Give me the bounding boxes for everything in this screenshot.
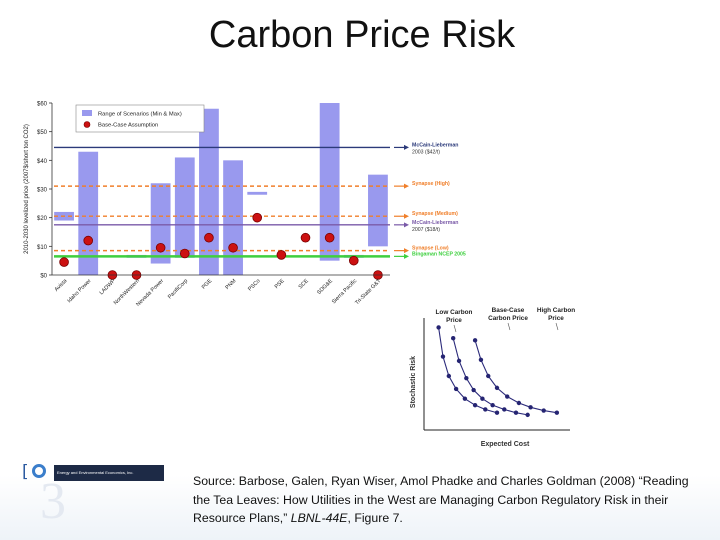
curve-point bbox=[472, 402, 478, 408]
curve-line bbox=[438, 327, 498, 414]
curve-annotation: Low Carbon Price bbox=[436, 309, 473, 324]
logo-bracket: [ bbox=[22, 462, 29, 482]
curve-point bbox=[494, 385, 500, 391]
legend-swatch-base-case bbox=[83, 121, 91, 128]
base-case-point bbox=[300, 232, 311, 243]
curve-point bbox=[483, 407, 488, 412]
curve-point bbox=[505, 394, 510, 399]
curve-point bbox=[502, 407, 507, 412]
reference-arrow-head bbox=[404, 222, 409, 228]
source-figure: , Figure 7. bbox=[347, 511, 403, 525]
curve-point bbox=[462, 396, 468, 401]
curve-point bbox=[528, 405, 533, 410]
curve-point bbox=[436, 325, 441, 330]
annotation-leader bbox=[555, 322, 559, 331]
curve-point bbox=[490, 402, 495, 408]
curve-point bbox=[446, 373, 452, 379]
reference-arrow-head bbox=[404, 248, 409, 254]
curve-point bbox=[456, 358, 462, 364]
base-case-point bbox=[83, 235, 94, 246]
x-axis-label: Expected Cost bbox=[481, 441, 530, 448]
y-tick-label: $10 bbox=[37, 245, 48, 251]
reference-line-label: Bingaman NCEP 2005 bbox=[412, 251, 466, 257]
base-case-point bbox=[252, 212, 263, 223]
curve-point bbox=[471, 387, 476, 393]
reference-arrow-head bbox=[404, 253, 409, 259]
annotation-leader bbox=[507, 322, 511, 331]
legend-box bbox=[75, 104, 205, 133]
curve-point bbox=[486, 373, 491, 379]
curve-annotation: High Carbon Price bbox=[537, 307, 575, 322]
y-tick-label: $60 bbox=[37, 102, 48, 108]
y-tick-label: $40 bbox=[37, 159, 48, 165]
curve-point bbox=[440, 354, 446, 359]
base-case-point bbox=[276, 250, 287, 260]
legend-swatch-range bbox=[82, 110, 92, 116]
base-case-point bbox=[228, 242, 238, 253]
reference-line-label: McCain-Lieberman bbox=[412, 220, 458, 226]
curve-point bbox=[451, 336, 456, 341]
curve-point bbox=[525, 412, 530, 418]
range-bar bbox=[368, 174, 388, 247]
curve-point bbox=[554, 410, 560, 415]
logo-ring-icon bbox=[32, 464, 46, 478]
range-bar bbox=[150, 183, 171, 264]
range-bar bbox=[78, 151, 99, 275]
logo-numeral: 3 bbox=[40, 473, 66, 530]
source-citation: Source: Barbose, Galen, Ryan Wiser, Amol… bbox=[193, 472, 703, 528]
reference-line-label: McCain-Lieberman bbox=[412, 142, 458, 148]
reference-line-label: Synapse (Low) bbox=[412, 246, 449, 252]
range-bar bbox=[223, 160, 243, 275]
y-axis-label: 2010-2030 levelized price (2007$/short t… bbox=[24, 124, 30, 254]
base-case-point bbox=[204, 232, 214, 243]
slide-title: Carbon Price Risk bbox=[208, 14, 516, 56]
curve-point bbox=[472, 338, 478, 343]
base-case-point bbox=[155, 242, 166, 253]
base-case-point bbox=[324, 232, 335, 243]
curve-line bbox=[452, 338, 528, 416]
base-case-point bbox=[348, 255, 359, 266]
annotation-leader bbox=[453, 324, 457, 333]
company-logo: 3 [ Energy and Environmental Economics, … bbox=[22, 462, 164, 532]
y-tick-label: $0 bbox=[40, 274, 47, 280]
curve-annotation: Base-Case Carbon Price bbox=[488, 307, 528, 322]
curve-point bbox=[541, 408, 546, 413]
reference-arrow-head bbox=[404, 183, 409, 189]
curve-point bbox=[478, 357, 484, 362]
curve-point bbox=[480, 396, 485, 401]
curve-point bbox=[494, 410, 500, 415]
source-text: Source: Barbose, Galen, Ryan Wiser, Amol… bbox=[193, 474, 689, 525]
risk-cost-tradeoff-chart: Expected Cost Stochastic Risk Low Carbon P… bbox=[410, 307, 575, 448]
range-bar bbox=[174, 157, 195, 258]
reference-line-label: 2003 ($42/t) bbox=[412, 149, 440, 155]
y-tick-label: $50 bbox=[37, 130, 48, 136]
base-case-point bbox=[59, 257, 69, 267]
legend-label-range: Range of Scenarios (Min & Max) bbox=[98, 112, 182, 118]
reference-line-label: 2007 ($18/t) bbox=[412, 227, 440, 233]
range-bar bbox=[319, 103, 340, 261]
y-tick-label: $30 bbox=[37, 188, 48, 194]
curve-point bbox=[464, 375, 469, 381]
logo-company-name: Energy and Environmental Economics, Inc. bbox=[54, 465, 164, 481]
range-bar bbox=[199, 108, 219, 275]
reference-line-label: Synapse (Medium) bbox=[412, 211, 458, 217]
range-bar bbox=[247, 191, 268, 195]
base-case-point bbox=[179, 248, 190, 259]
y-tick-label: $20 bbox=[37, 216, 48, 222]
reference-line-label: Synapse (High) bbox=[412, 181, 450, 187]
source-report-id: LBNL-44E bbox=[290, 511, 348, 525]
curve-point bbox=[513, 410, 519, 415]
curve-point bbox=[453, 386, 459, 392]
curve-point bbox=[516, 400, 522, 406]
y-axis-label: Stochastic Risk bbox=[410, 356, 417, 408]
reference-arrow-head bbox=[404, 213, 409, 219]
reference-arrow-head bbox=[404, 144, 409, 150]
legend-label-base-case: Base-Case Assumption bbox=[98, 123, 158, 129]
